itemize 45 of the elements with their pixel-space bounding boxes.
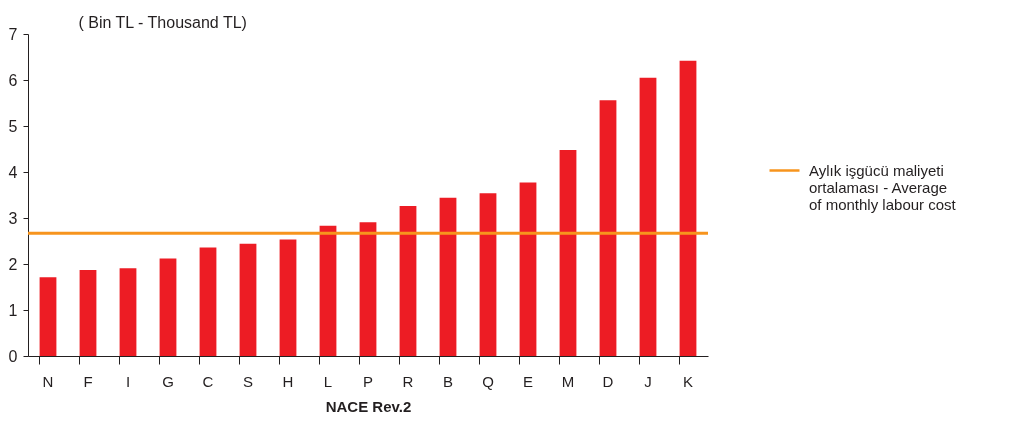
x-tick-label: Q [482,372,494,390]
bar [399,206,417,356]
bar [679,60,697,356]
x-tick-label: P [362,372,374,390]
bar [159,258,177,356]
x-tick-label: M [561,372,575,390]
legend-label: Aylık işgücü maliyeti ortalaması - Average of monthly labour cost [809,161,957,213]
bar [639,77,657,356]
bar [119,268,137,356]
x-tick-label: R [402,372,414,390]
x-tick-label: D [602,372,614,390]
y-tick-label: 4 [8,163,18,181]
x-tick-label: B [442,372,454,390]
x-tick-label: H [282,372,294,390]
x-tick-label: N [42,372,54,390]
bar [519,182,537,356]
x-tick-label: J [644,372,652,390]
y-tick-label: 7 [8,25,18,43]
bar [559,149,577,356]
bar [439,197,457,356]
bar [319,225,337,356]
x-tick-label: L [323,372,333,390]
y-tick-label: 2 [8,255,18,273]
bar [239,243,257,356]
y-tick-label: 3 [8,209,18,227]
x-tick-label: F [83,372,93,390]
bar [359,222,377,356]
x-tick-label: G [162,372,174,390]
x-tick-label: K [682,372,694,390]
x-axis-title: NACE Rev.2 [325,397,412,415]
bar [199,247,217,356]
bar [479,193,497,356]
x-tick-label: C [202,372,214,390]
y-tick-label: 1 [8,301,18,319]
bar [39,277,57,356]
y-tick-label: 6 [8,71,18,89]
x-tick-label: E [522,372,534,390]
x-tick-label: I [125,372,131,390]
bar [599,100,617,356]
bar [79,269,97,356]
y-tick-label: 0 [8,347,18,365]
y-axis-title: ( Bin TL - Thousand TL) [78,13,247,31]
bar [279,239,297,356]
x-tick-label: S [242,372,254,390]
y-tick-label: 5 [8,117,18,135]
